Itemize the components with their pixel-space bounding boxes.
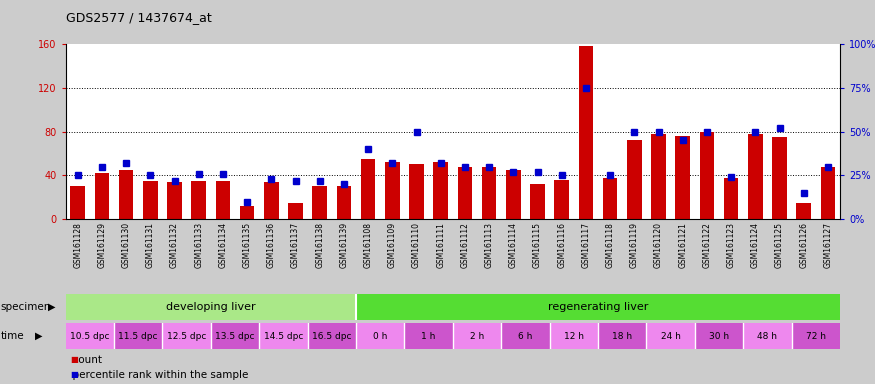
- Bar: [94, 173, 109, 219]
- Text: ▶: ▶: [35, 331, 43, 341]
- Text: ■: ■: [70, 355, 78, 364]
- Text: time: time: [1, 331, 24, 341]
- Bar: [264, 182, 278, 219]
- Text: 48 h: 48 h: [758, 331, 777, 341]
- Bar: [404, 323, 453, 349]
- Text: 6 h: 6 h: [518, 331, 533, 341]
- Bar: [433, 162, 448, 219]
- Bar: [695, 323, 743, 349]
- Bar: [578, 46, 593, 219]
- Bar: [144, 181, 158, 219]
- Bar: [796, 203, 811, 219]
- Text: 12 h: 12 h: [564, 331, 584, 341]
- Text: 72 h: 72 h: [806, 331, 826, 341]
- Bar: [356, 294, 840, 320]
- Bar: [598, 323, 647, 349]
- Bar: [501, 323, 550, 349]
- Text: 2 h: 2 h: [470, 331, 484, 341]
- Bar: [211, 323, 259, 349]
- Bar: [167, 182, 182, 219]
- Bar: [821, 167, 835, 219]
- Bar: [530, 184, 545, 219]
- Text: 12.5 dpc: 12.5 dpc: [167, 331, 206, 341]
- Bar: [773, 137, 787, 219]
- Bar: [119, 170, 133, 219]
- Bar: [700, 132, 714, 219]
- Text: ■: ■: [70, 370, 78, 379]
- Bar: [114, 323, 163, 349]
- Bar: [555, 180, 569, 219]
- Text: count: count: [66, 354, 102, 364]
- Text: 10.5 dpc: 10.5 dpc: [70, 331, 109, 341]
- Bar: [240, 206, 255, 219]
- Bar: [385, 162, 400, 219]
- Text: regenerating liver: regenerating liver: [548, 302, 648, 312]
- Bar: [651, 134, 666, 219]
- Bar: [482, 167, 496, 219]
- Text: 18 h: 18 h: [612, 331, 633, 341]
- Bar: [66, 294, 356, 320]
- Text: 14.5 dpc: 14.5 dpc: [263, 331, 303, 341]
- Bar: [288, 203, 303, 219]
- Bar: [215, 181, 230, 219]
- Bar: [748, 134, 763, 219]
- Bar: [356, 323, 404, 349]
- Bar: [453, 323, 501, 349]
- Text: GDS2577 / 1437674_at: GDS2577 / 1437674_at: [66, 11, 212, 24]
- Text: 30 h: 30 h: [709, 331, 729, 341]
- Bar: [410, 164, 423, 219]
- Text: 16.5 dpc: 16.5 dpc: [312, 331, 352, 341]
- Bar: [163, 323, 211, 349]
- Bar: [66, 323, 114, 349]
- Text: 13.5 dpc: 13.5 dpc: [215, 331, 255, 341]
- Bar: [550, 323, 598, 349]
- Bar: [743, 323, 792, 349]
- Bar: [337, 186, 351, 219]
- Bar: [627, 140, 641, 219]
- Text: 1 h: 1 h: [422, 331, 436, 341]
- Bar: [458, 167, 472, 219]
- Text: specimen: specimen: [1, 302, 52, 312]
- Bar: [506, 170, 521, 219]
- Bar: [192, 181, 206, 219]
- Bar: [676, 136, 690, 219]
- Text: 11.5 dpc: 11.5 dpc: [118, 331, 158, 341]
- Text: 24 h: 24 h: [661, 331, 681, 341]
- Bar: [308, 323, 356, 349]
- Bar: [71, 186, 85, 219]
- Bar: [360, 159, 375, 219]
- Bar: [259, 323, 308, 349]
- Bar: [724, 177, 738, 219]
- Bar: [792, 323, 840, 349]
- Text: 0 h: 0 h: [373, 331, 388, 341]
- Text: ▶: ▶: [48, 302, 56, 312]
- Text: percentile rank within the sample: percentile rank within the sample: [66, 369, 248, 379]
- Bar: [312, 186, 327, 219]
- Bar: [647, 323, 695, 349]
- Bar: [603, 177, 618, 219]
- Text: developing liver: developing liver: [166, 302, 256, 312]
